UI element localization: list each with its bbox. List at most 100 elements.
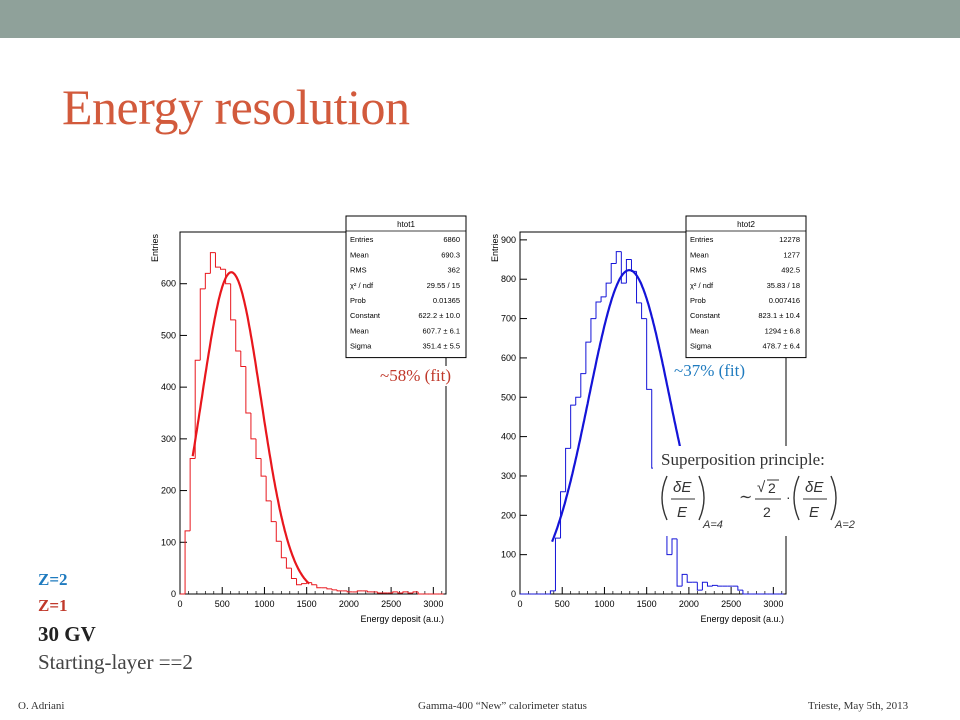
x-tick-label: 1000 [594, 599, 614, 609]
histogram-bin [214, 252, 221, 268]
superposition-formula-box: Superposition principle: δE E A=4 ∼ √ 2 … [653, 446, 868, 536]
gaussian-fit-curve [551, 268, 682, 543]
top-bar [0, 0, 960, 38]
stats-label: RMS [690, 266, 707, 275]
formula-sub-a4: A=4 [702, 519, 723, 531]
y-tick-label: 400 [501, 432, 516, 442]
histogram-bin [580, 373, 586, 398]
stats-label: Prob [690, 296, 706, 305]
x-tick-label: 2500 [381, 599, 401, 609]
svg-text:E: E [677, 504, 688, 521]
y-tick-label: 500 [161, 330, 176, 340]
stats-value: 0.007416 [769, 296, 800, 305]
stats-value: 351.4 ± 5.5 [423, 342, 460, 351]
histogram-bin [275, 521, 282, 542]
slide-title: Energy resolution [62, 79, 410, 135]
stats-value: 1294 ± 6.8 [765, 326, 800, 335]
y-tick-label: 600 [501, 353, 516, 363]
x-axis-label: Energy deposit (a.u.) [360, 614, 444, 624]
stats-box-title: htot1 [397, 220, 415, 229]
x-tick-label: 1000 [254, 599, 274, 609]
stats-label: Mean [350, 326, 369, 335]
svg-text:√: √ [757, 479, 766, 496]
stats-value: 823.1 ± 10.4 [758, 311, 800, 320]
stats-label: Mean [350, 250, 369, 259]
superposition-formula: δE E A=4 ∼ √ 2 2 · δE E A=2 [661, 475, 855, 531]
x-tick-label: 500 [555, 599, 570, 609]
histogram-bin [605, 282, 612, 297]
histogram-bin [412, 591, 419, 593]
histogram-bin [636, 271, 642, 304]
stats-label: Constant [690, 311, 721, 320]
starting-layer-label: Starting-layer ==2 [38, 650, 193, 674]
x-tick-label: 1500 [637, 599, 657, 609]
stats-value: 35.83 / 18 [767, 281, 800, 290]
stats-value: 622.2 ± 10.0 [418, 311, 460, 320]
stats-label: Prob [350, 296, 366, 305]
histogram-bin [296, 578, 302, 586]
histogram-bin [265, 476, 272, 502]
x-tick-label: 3000 [763, 599, 783, 609]
svg-text:2: 2 [763, 504, 771, 520]
histogram-bin [189, 458, 196, 531]
histogram-bin [209, 252, 216, 274]
histogram-bin [290, 568, 297, 579]
stats-value: 6860 [443, 235, 460, 244]
y-axis-label: Entries [150, 234, 160, 263]
histogram-bin [407, 591, 414, 594]
stats-value: 12278 [779, 235, 800, 244]
histogram-bin [620, 251, 627, 284]
stats-label: Sigma [350, 342, 372, 351]
stats-value: 0.01365 [433, 296, 460, 305]
histogram-bin [706, 582, 713, 587]
stats-value: 690.3 [441, 250, 460, 259]
histogram-bin [331, 588, 338, 591]
x-axis-label: Energy deposit (a.u.) [700, 614, 784, 624]
histogram-bin [570, 404, 576, 449]
histogram-bin [686, 574, 693, 583]
fit-resolution-label-z2: ~37% (fit) [672, 361, 748, 381]
histogram-bin [316, 584, 322, 589]
x-tick-label: 3000 [423, 599, 443, 609]
gaussian-fit-curve [191, 271, 310, 585]
histogram-bin [184, 530, 191, 594]
footer-title: Gamma-400 “New” calorimeter status [418, 700, 587, 712]
y-tick-label: 0 [171, 589, 176, 599]
stats-label: Constant [350, 311, 381, 320]
stats-label: Mean [690, 326, 709, 335]
histogram-bin [250, 413, 256, 440]
histogram-bin [701, 581, 708, 591]
superposition-title: Superposition principle: [661, 450, 825, 469]
histogram-bin [742, 590, 748, 595]
histogram-bin [377, 591, 383, 594]
z2-label: Z=2 [38, 570, 68, 589]
y-tick-label: 200 [161, 486, 176, 496]
histogram-bin [204, 272, 211, 289]
histogram-bin [696, 582, 703, 591]
histogram-bin [676, 538, 683, 587]
histogram-bin [575, 396, 581, 406]
stats-label: χ² / ndf [690, 281, 714, 290]
histogram-bin [712, 584, 718, 587]
y-tick-label: 300 [161, 434, 176, 444]
svg-text:·: · [786, 489, 791, 505]
y-tick-label: 500 [501, 392, 516, 402]
y-tick-label: 300 [501, 471, 516, 481]
stats-label: χ² / ndf [350, 281, 374, 290]
stats-label: RMS [350, 266, 367, 275]
y-tick-label: 400 [161, 382, 176, 392]
histogram-bin [285, 557, 292, 569]
stats-label: Entries [350, 235, 374, 244]
y-tick-label: 0 [511, 589, 516, 599]
histogram-bin [737, 586, 743, 591]
histogram-bin [585, 341, 591, 374]
histogram-bin [600, 296, 607, 303]
stats-box [345, 215, 467, 359]
histogram-bin [671, 538, 678, 555]
svg-text:2: 2 [768, 480, 776, 496]
histogram-bin [366, 590, 373, 593]
x-tick-label: 2000 [339, 599, 359, 609]
y-tick-label: 100 [501, 550, 516, 560]
histogram-bin [554, 537, 561, 591]
histogram-bin [595, 301, 602, 319]
